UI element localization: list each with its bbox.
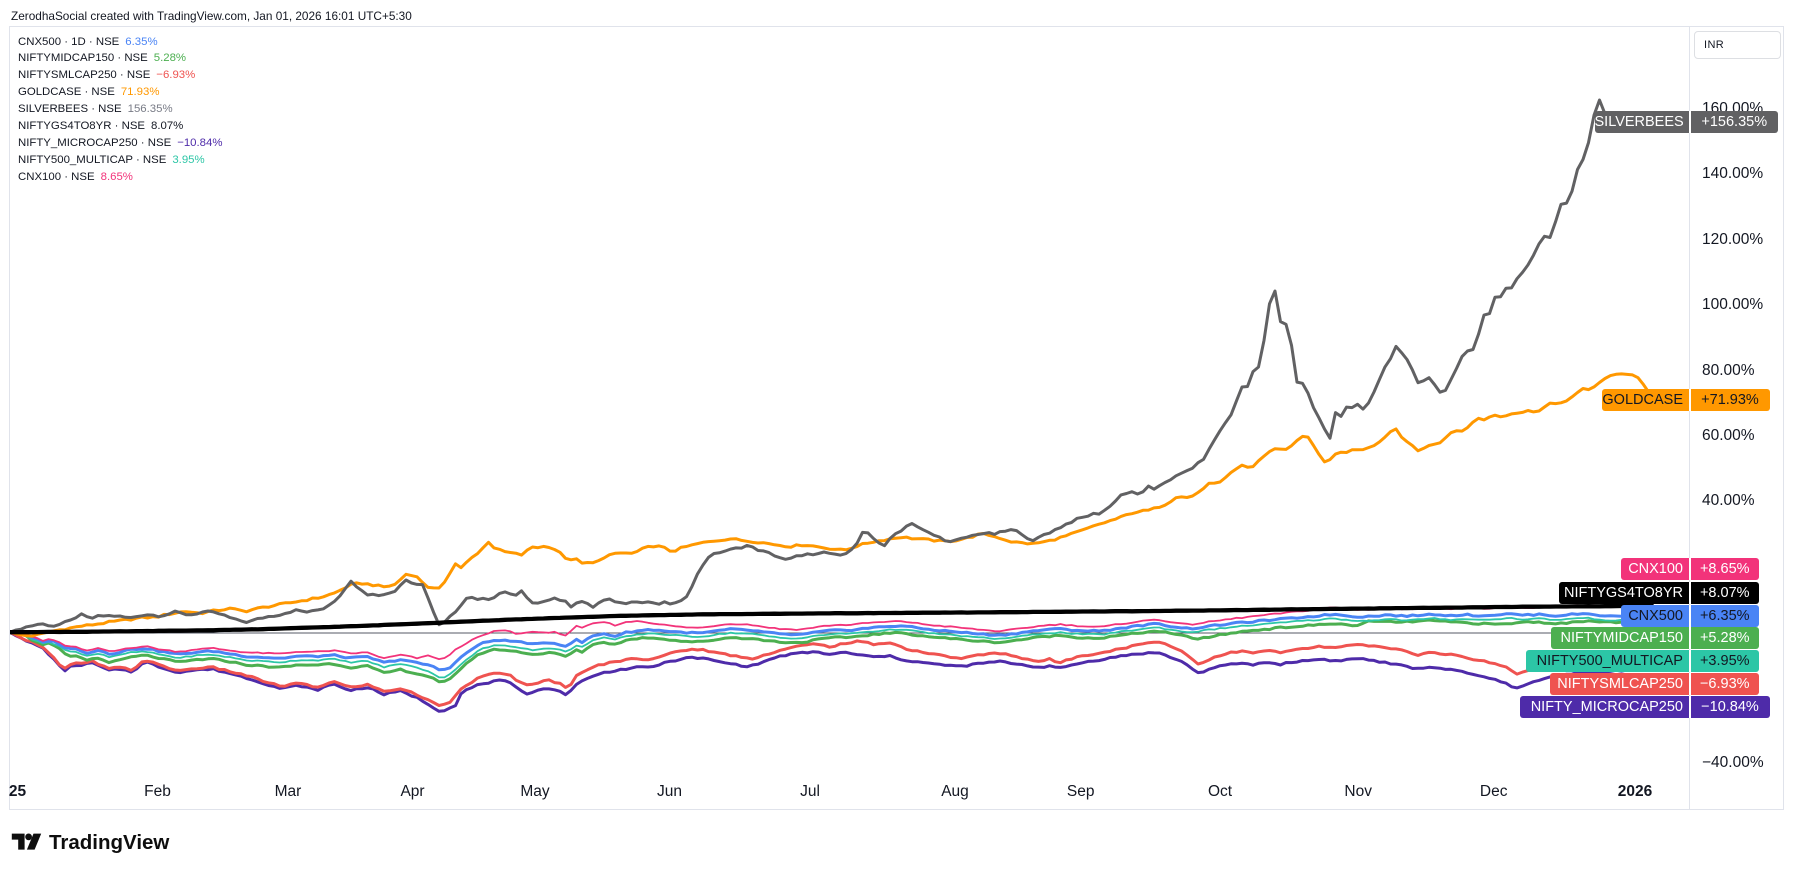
svg-text:TradingView: TradingView [49, 832, 169, 854]
